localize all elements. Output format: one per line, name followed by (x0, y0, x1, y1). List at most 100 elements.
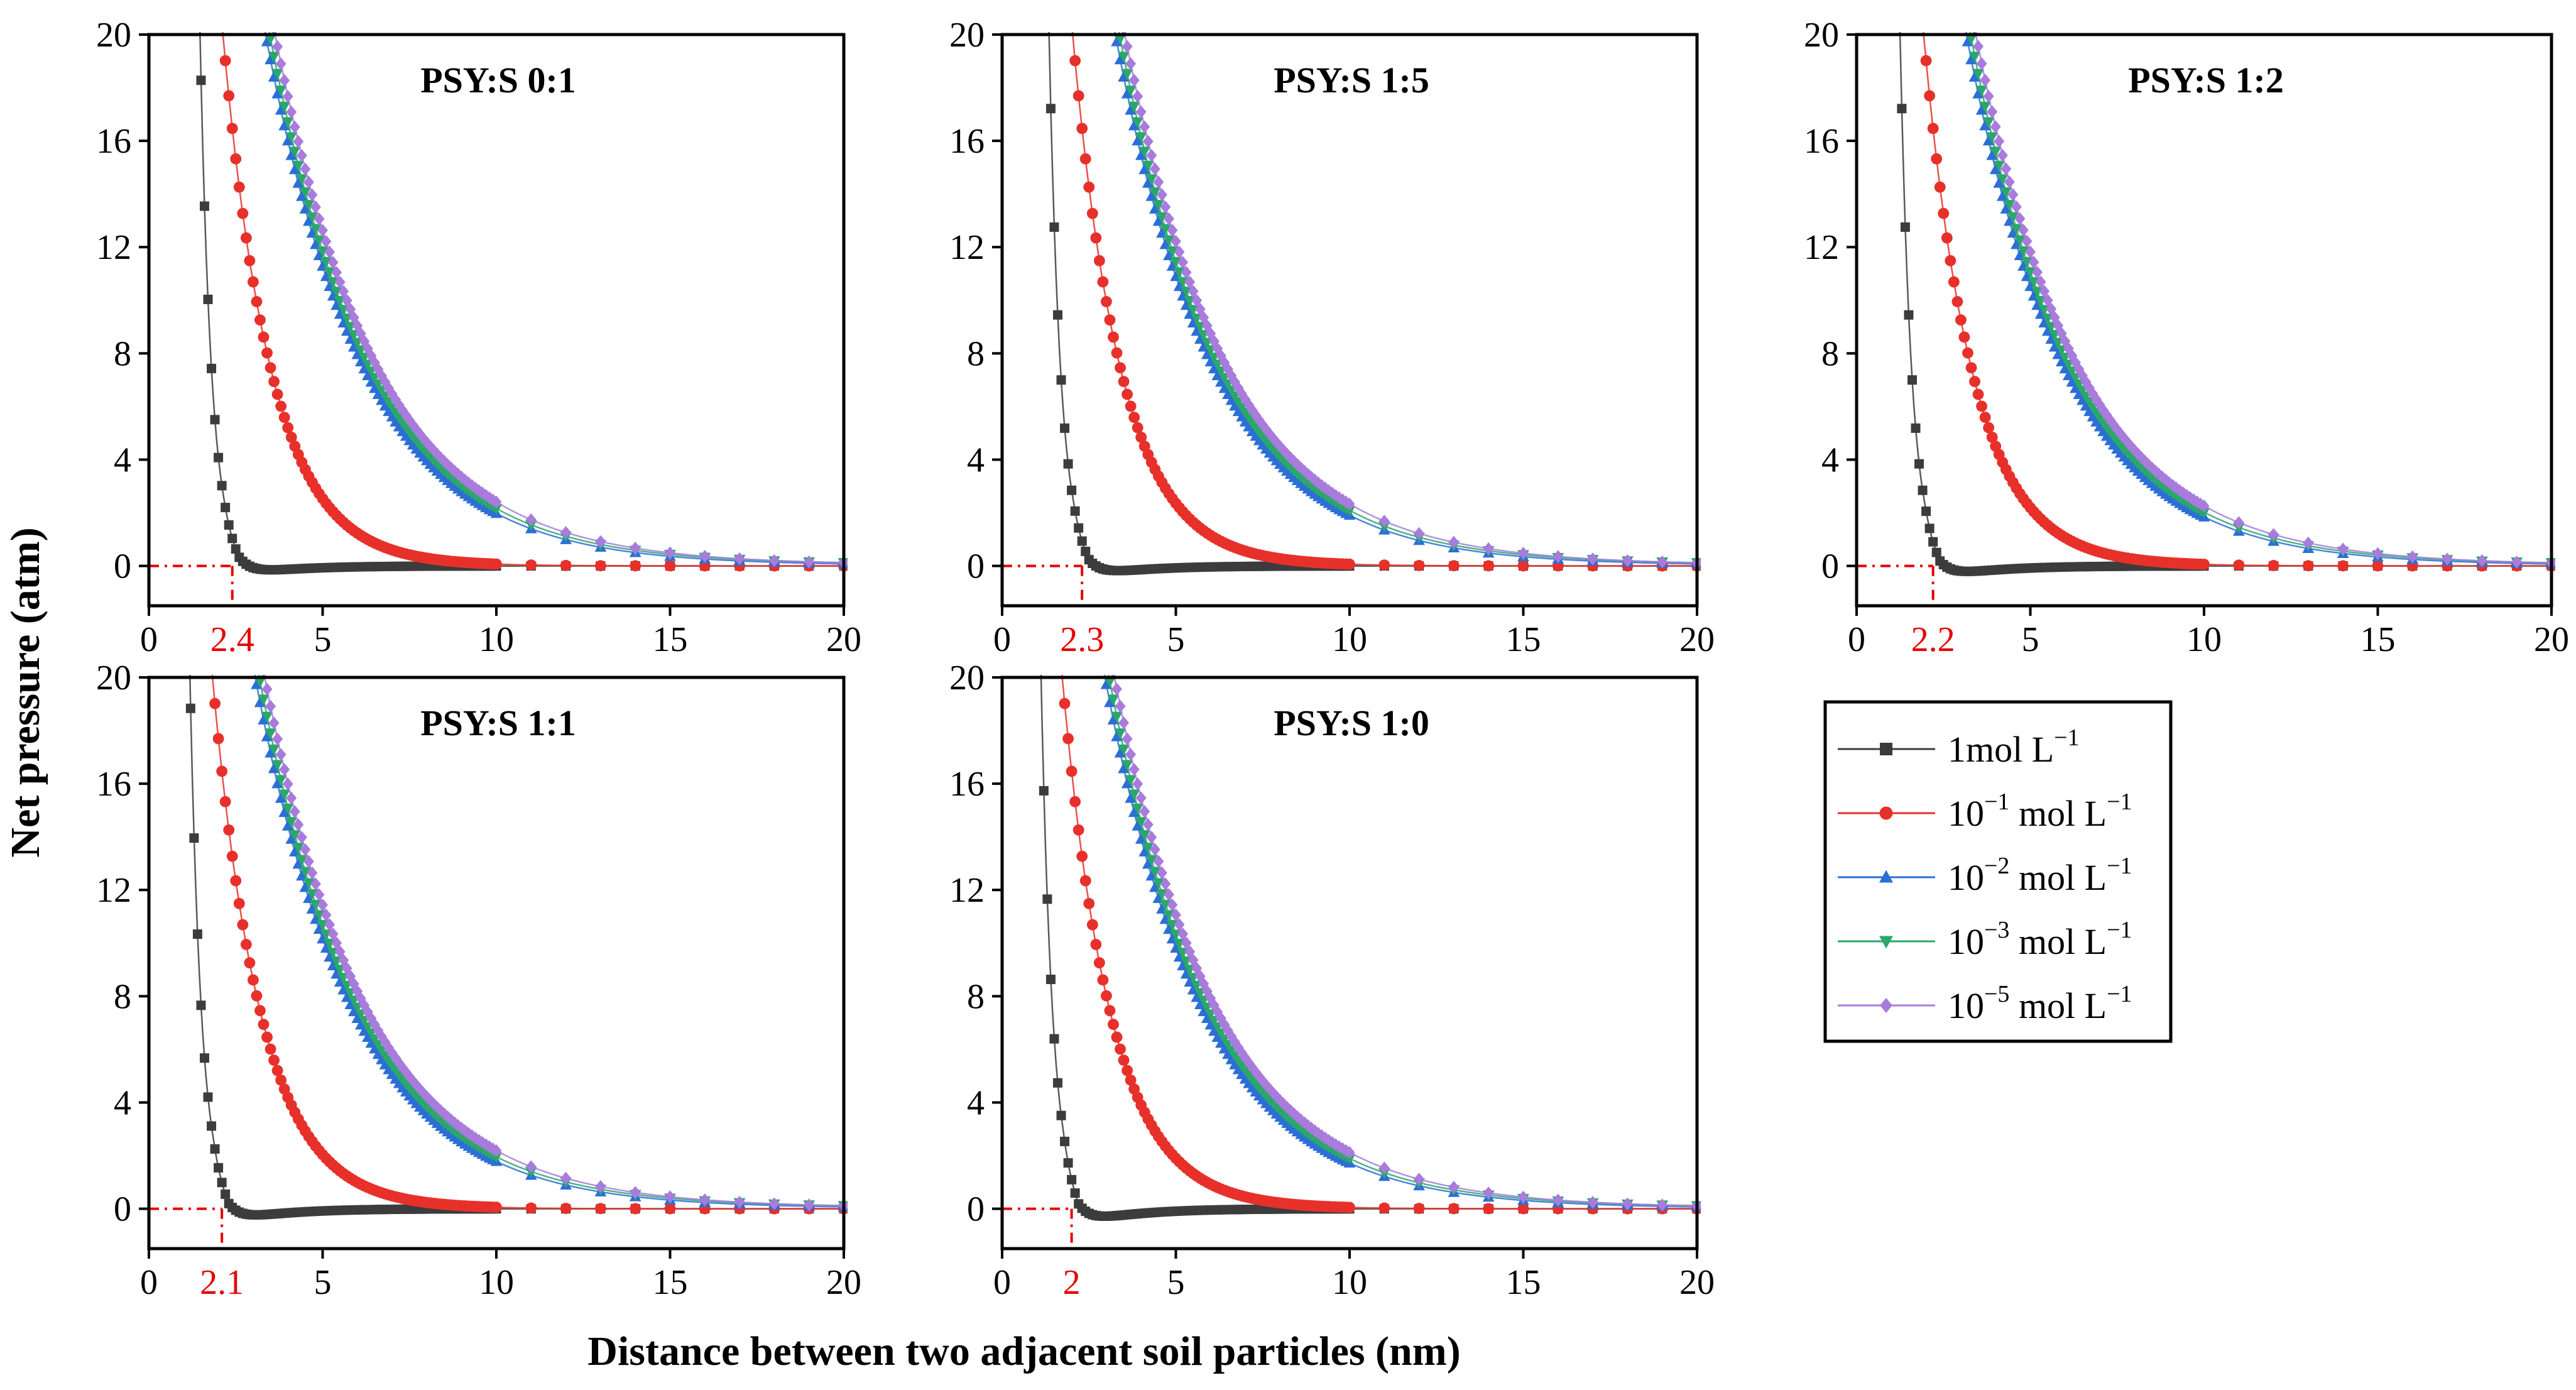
data-point-s3 (268, 762, 280, 774)
data-point-s1 (1897, 104, 1907, 114)
data-point-s1 (1067, 1174, 1077, 1185)
data-point-s3 (1194, 333, 1206, 344)
data-point-s5 (2119, 432, 2130, 445)
data-point-s4 (1152, 200, 1165, 211)
data-point-s1 (196, 1000, 206, 1010)
data-point-s5 (491, 495, 502, 509)
data-point-s1 (1914, 459, 1924, 469)
data-point-s5 (1983, 89, 1994, 103)
data-point-s2 (226, 123, 238, 134)
data-point-s3 (1152, 215, 1165, 226)
data-point-s5 (442, 458, 454, 471)
data-point-s2 (1983, 422, 1995, 434)
data-point-s5 (1987, 105, 1998, 119)
data-point-s5 (300, 843, 311, 856)
data-point-s5 (560, 1171, 572, 1185)
data-point-s5 (1181, 266, 1192, 279)
data-point-s5 (466, 1129, 478, 1142)
data-point-s3 (265, 747, 276, 758)
data-point-s5 (1122, 732, 1133, 746)
x-tick-label: 15 (2360, 620, 2396, 659)
data-point-s5 (425, 440, 436, 453)
data-point-s4 (1138, 830, 1151, 841)
y-tick-label: 4 (1821, 441, 1839, 479)
data-point-s2 (1104, 1005, 1116, 1017)
data-point-s5 (1191, 293, 1203, 307)
data-point-s3 (1996, 190, 2009, 201)
data-point-s5 (310, 877, 321, 890)
data-point-s2 (1125, 400, 1137, 412)
data-point-s5 (338, 953, 349, 967)
data-point-s4 (1996, 174, 2009, 185)
data-point-s5 (1240, 393, 1251, 406)
data-point-s2 (1056, 660, 1067, 672)
data-point-s5 (525, 1160, 537, 1173)
data-point-s5 (334, 945, 346, 958)
data-point-s5 (1483, 542, 1494, 555)
data-point-s3 (1097, 660, 1109, 670)
data-point-s5 (1208, 999, 1220, 1012)
data-point-s3 (254, 696, 266, 708)
x-tick-label: 10 (1332, 1263, 1367, 1302)
data-point-s3 (295, 190, 308, 201)
data-point-s3 (1107, 713, 1120, 725)
data-point-s5 (2150, 464, 2161, 478)
data-point-s2 (230, 875, 242, 887)
legend-superscript: −1 (1984, 789, 2009, 815)
data-point-s3 (1108, 17, 1120, 28)
data-point-s5 (456, 1122, 467, 1135)
data-point-s3 (303, 215, 315, 226)
data-point-s5 (1142, 134, 1154, 148)
series-line-s4 (1108, 675, 1698, 1207)
data-point-s4 (1118, 744, 1130, 755)
data-point-s1 (1042, 894, 1052, 904)
data-point-s4 (1993, 160, 2006, 172)
data-point-s4 (2028, 277, 2040, 288)
data-point-s2 (1115, 1043, 1126, 1055)
data-point-s2 (209, 698, 221, 709)
data-point-s3 (1138, 845, 1151, 856)
data-point-s2 (1135, 431, 1147, 443)
data-point-s5 (463, 476, 474, 490)
data-point-s2 (1948, 276, 1960, 288)
data-point-s3 (1104, 696, 1116, 708)
data-point-s1 (196, 75, 206, 85)
data-point-s2 (1066, 18, 1078, 29)
data-point-s1 (1070, 506, 1080, 516)
data-point-s4 (258, 694, 270, 706)
data-point-s3 (1111, 35, 1123, 47)
data-point-s5 (1222, 363, 1233, 376)
data-point-s5 (525, 513, 537, 527)
data-point-s5 (300, 162, 311, 176)
data-point-s4 (317, 246, 329, 257)
data-point-s3 (1128, 119, 1140, 131)
data-point-s5 (2126, 440, 2137, 453)
data-point-s4 (1135, 132, 1147, 143)
data-point-s2 (268, 376, 280, 388)
legend: 1mol L−1​10−1​ mol L−1​10−2​ mol L−1​10−… (1823, 700, 2173, 1043)
data-point-s5 (445, 461, 457, 474)
data-point-s5 (1414, 527, 1425, 540)
data-point-s5 (1125, 748, 1137, 761)
data-point-s5 (699, 1193, 711, 1207)
x-tick-label: 10 (1332, 620, 1367, 659)
data-point-s5 (289, 805, 300, 818)
data-point-s5 (630, 1186, 641, 1199)
data-point-s5 (1313, 476, 1324, 490)
data-point-s5 (1160, 877, 1171, 890)
x-tick-label: 15 (653, 620, 688, 659)
data-point-s4 (2034, 296, 2047, 307)
data-point-s2 (265, 362, 276, 374)
data-point-s2 (1958, 331, 1970, 343)
data-point-s2 (630, 560, 641, 572)
data-point-s5 (1285, 451, 1296, 464)
data-point-s5 (366, 349, 377, 363)
legend-superscript: −1 (2107, 981, 2132, 1007)
data-point-s4 (2198, 507, 2210, 518)
x-tick-label: 15 (1506, 620, 1541, 659)
data-point-s5 (362, 1005, 373, 1019)
legend-marker (1879, 936, 1893, 949)
data-point-s2 (254, 314, 266, 326)
data-point-s1 (199, 1053, 209, 1063)
data-point-s4 (1121, 68, 1133, 80)
